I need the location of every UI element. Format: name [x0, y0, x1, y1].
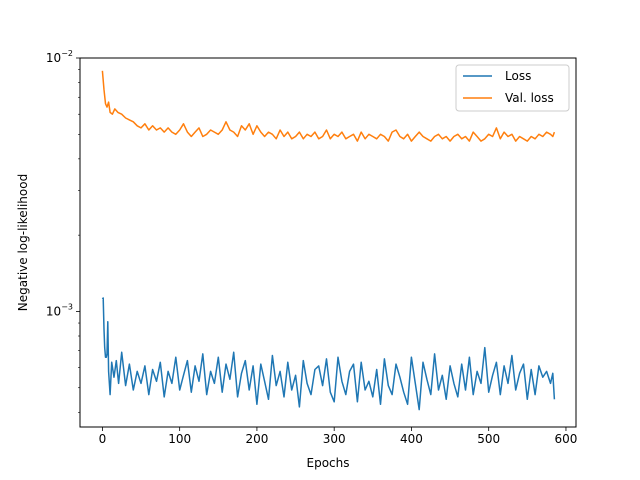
y-tick-label: 10−3	[46, 302, 73, 318]
x-axis-label: Epochs	[307, 456, 350, 470]
legend-label-1: Val. loss	[505, 91, 554, 105]
x-tick-label: 300	[323, 432, 346, 446]
x-tick-label: 0	[99, 432, 107, 446]
y-axis-label: Negative log-likelihood	[16, 174, 30, 311]
x-tick-label: 600	[555, 432, 578, 446]
series-line-1	[101, 70, 556, 142]
y-tick-label: 10−2	[46, 49, 73, 65]
axes-frame	[79, 57, 577, 428]
x-tick-label: 500	[477, 432, 500, 446]
plot-lines	[101, 70, 556, 411]
legend: Loss Val. loss	[455, 64, 570, 112]
series-line-0	[101, 297, 556, 411]
x-axis-ticks: 0 100 200 300 400 500 600	[99, 427, 578, 446]
x-tick-label: 100	[168, 432, 191, 446]
x-tick-label: 400	[400, 432, 423, 446]
x-tick-label: 200	[245, 432, 268, 446]
y-axis-ticks: 10−3 10−2	[46, 49, 80, 413]
legend-label-0: Loss	[505, 69, 531, 83]
